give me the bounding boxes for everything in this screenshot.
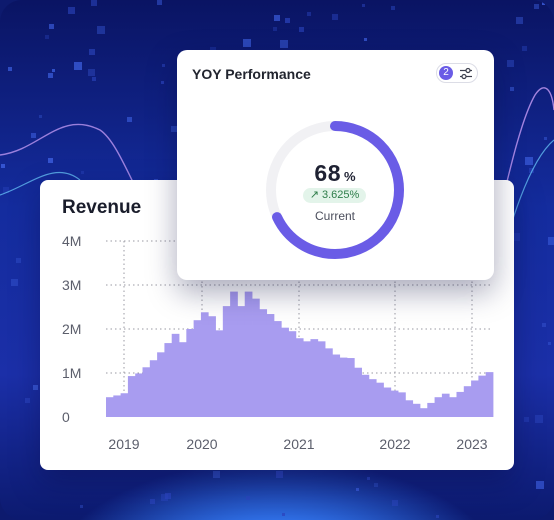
revenue-bar: [368, 379, 377, 417]
change-value: 3.625%: [321, 189, 360, 201]
revenue-bar: [332, 354, 341, 417]
revenue-bar: [390, 390, 399, 417]
revenue-bar: [288, 331, 297, 417]
revenue-bar: [456, 391, 465, 417]
revenue-bar: [120, 393, 129, 417]
revenue-bar: [325, 348, 333, 417]
revenue-bar: [485, 372, 494, 417]
revenue-bar: [339, 357, 348, 417]
revenue-bar: [142, 367, 151, 417]
y-tick-label: 2M: [62, 321, 81, 337]
revenue-bar: [244, 291, 253, 417]
revenue-bar: [208, 316, 216, 417]
revenue-bar: [295, 338, 304, 417]
revenue-bar: [361, 374, 370, 417]
percent-unit: %: [344, 169, 356, 184]
revenue-bar: [273, 321, 282, 417]
sliders-icon: [460, 67, 472, 80]
x-tick-label: 2019: [108, 436, 139, 452]
revenue-bar: [157, 352, 165, 417]
revenue-bar: [281, 327, 289, 417]
filter-button[interactable]: 2: [436, 63, 478, 83]
revenue-bar: [215, 330, 224, 417]
current-label: Current: [314, 209, 355, 223]
revenue-bar: [266, 314, 275, 417]
revenue-bar: [434, 397, 443, 417]
revenue-bar: [149, 360, 158, 417]
percent-readout: 68%: [264, 160, 406, 187]
filter-count-badge: 2: [439, 66, 453, 80]
y-tick-label: 1M: [62, 365, 81, 381]
revenue-bar: [398, 392, 406, 417]
y-tick-label: 3M: [62, 277, 81, 293]
x-tick-label: 2020: [186, 436, 217, 452]
change-badge: ↗ 3.625%: [303, 188, 366, 203]
arrow-up-right-icon: ↗: [309, 189, 319, 201]
revenue-bar: [383, 387, 392, 417]
revenue-bar: [259, 309, 268, 417]
revenue-bar: [171, 333, 180, 417]
revenue-bar: [230, 291, 238, 417]
revenue-bar: [106, 397, 114, 417]
revenue-bar: [471, 380, 479, 417]
y-tick-label: 4M: [62, 233, 81, 249]
revenue-bar: [186, 329, 195, 417]
revenue-bar: [113, 395, 122, 417]
revenue-bar: [427, 402, 435, 417]
revenue-bar: [463, 386, 472, 417]
revenue-bar: [419, 408, 428, 417]
x-tick-label: 2022: [379, 436, 410, 452]
x-tick-label: 2023: [456, 436, 487, 452]
revenue-bar: [179, 342, 187, 417]
yoy-performance-card: YOY Performance 2 68% ↗ 3.625% Current: [177, 50, 494, 280]
revenue-bar: [237, 306, 246, 417]
x-tick-label: 2021: [283, 436, 314, 452]
performance-donut: [266, 121, 404, 259]
revenue-bar: [193, 320, 202, 417]
revenue-bar: [354, 367, 362, 417]
revenue-bar: [303, 341, 311, 417]
percent-value: 68: [314, 160, 342, 186]
revenue-bar: [449, 397, 457, 417]
revenue-bar: [164, 343, 173, 417]
revenue-chart: 0 1M 2M 3M 4M 2019 2020 2021 2022 2023: [62, 233, 494, 452]
revenue-bar: [412, 403, 421, 417]
revenue-bar: [441, 393, 450, 417]
revenue-bar: [346, 358, 355, 417]
yoy-title: YOY Performance: [192, 66, 311, 82]
revenue-bar: [127, 376, 136, 417]
revenue-bar: [317, 341, 326, 417]
revenue-bar: [222, 306, 231, 417]
revenue-bar: [376, 382, 384, 417]
revenue-bar: [135, 373, 143, 417]
revenue-bar: [310, 339, 319, 417]
revenue-bar: [252, 298, 260, 417]
revenue-bar: [405, 400, 414, 417]
y-tick-label: 0: [62, 409, 70, 425]
revenue-title: Revenue: [62, 197, 142, 218]
revenue-bar: [478, 375, 487, 417]
donut-progress: [266, 121, 404, 259]
revenue-bar: [200, 312, 209, 417]
